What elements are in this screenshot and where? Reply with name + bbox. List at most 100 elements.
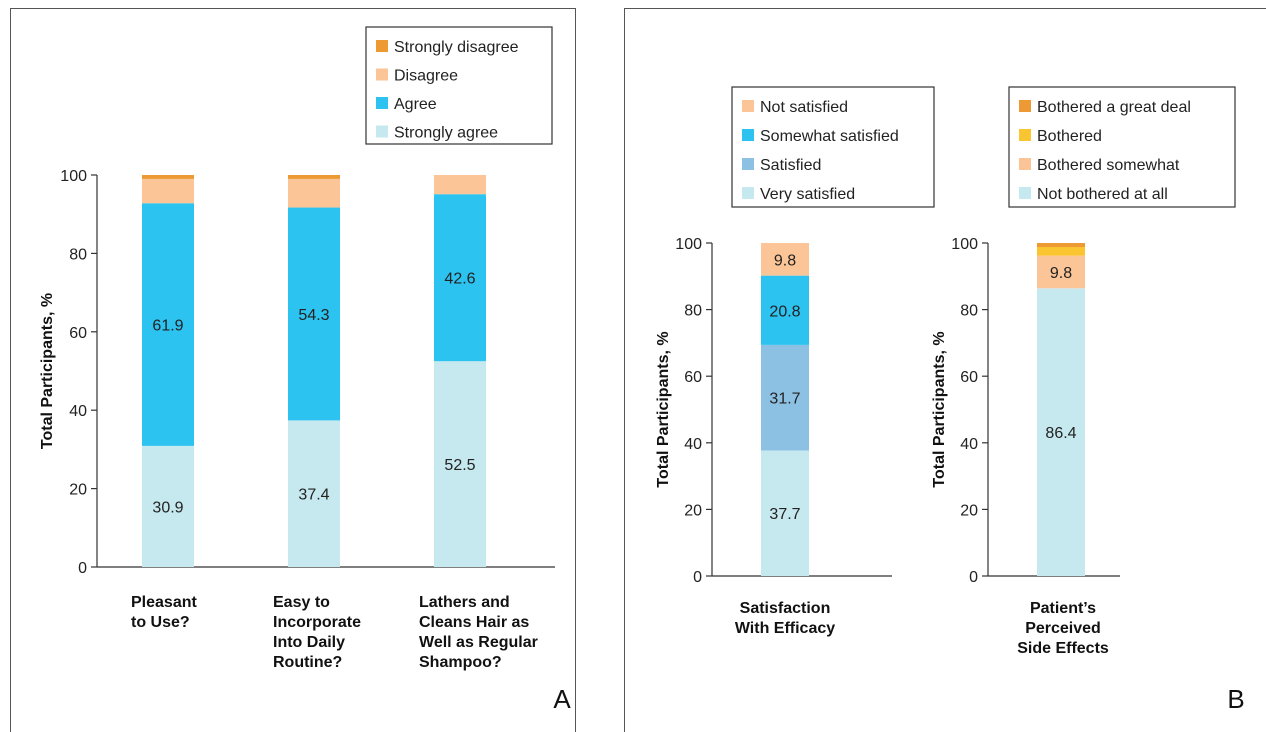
legend-label: Not bothered at all <box>1037 186 1168 203</box>
legend-swatch <box>742 158 754 170</box>
legend-label: Bothered somewhat <box>1037 157 1180 174</box>
bar-segment <box>434 361 486 567</box>
legend-swatch <box>1019 129 1031 141</box>
legend-label: Not satisfied <box>760 99 848 116</box>
legend-label: Bothered <box>1037 128 1102 145</box>
y-axis-label: Total Participants, % <box>931 331 948 487</box>
y-tick-label: 20 <box>960 502 978 519</box>
legend-swatch <box>376 97 388 109</box>
legend-label: Somewhat satisfied <box>760 128 899 145</box>
data-label: 37.7 <box>769 506 800 523</box>
legend-label: Bothered a great deal <box>1037 99 1191 116</box>
y-tick-label: 40 <box>684 436 702 453</box>
bar-segment <box>142 445 194 567</box>
y-tick-label: 0 <box>78 560 87 577</box>
category-label: Patient’s <box>1030 600 1096 617</box>
y-tick-label: 80 <box>684 303 702 320</box>
bar-segment <box>288 420 340 567</box>
legend-swatch <box>1019 187 1031 199</box>
y-tick-label: 0 <box>693 569 702 586</box>
legend-swatch <box>376 68 388 81</box>
bar-segment <box>142 203 194 446</box>
chart-3: 0 20 40 60 80 100 Total Participants, % 86.4 9.8… <box>931 86 1236 657</box>
legend-label: Satisfied <box>760 157 821 174</box>
y-tick-label: 20 <box>684 502 702 519</box>
panel-letter-a: A <box>553 684 571 714</box>
bar-segment <box>288 175 340 179</box>
panel-a <box>10 8 576 732</box>
chart-1: 0 20 40 60 80 100 Total Participants, % 30.9 61.… <box>39 26 555 671</box>
panel-b <box>624 8 1266 732</box>
data-label: 20.8 <box>769 303 800 320</box>
y-tick-label: 100 <box>951 236 978 253</box>
y-axis-label: Total Participants, % <box>655 331 672 487</box>
bar-segment <box>761 275 809 345</box>
y-tick-label: 20 <box>69 482 87 499</box>
y-tick-label: 60 <box>960 369 978 386</box>
bar-segment <box>288 178 340 208</box>
data-label: 52.5 <box>444 457 475 474</box>
legend-box <box>731 86 935 208</box>
y-tick-label: 100 <box>675 236 702 253</box>
bar-segment <box>761 450 809 576</box>
data-label: 9.8 <box>1050 265 1072 282</box>
legend-swatch <box>1019 100 1031 112</box>
legend-label: Very satisfied <box>760 186 855 203</box>
data-label: 31.7 <box>769 391 800 408</box>
bar-segment <box>1037 288 1085 576</box>
category-label: Easy to <box>273 594 330 611</box>
legend-label: Disagree <box>394 68 458 85</box>
legend-label: Agree <box>394 96 437 113</box>
legend-swatch <box>376 125 388 138</box>
y-tick-label: 40 <box>960 436 978 453</box>
data-label: 54.3 <box>298 307 329 324</box>
legend-swatch <box>742 100 754 112</box>
y-axis-label: Total Participants, % <box>39 293 56 449</box>
chart-2: 0 20 40 60 80 100 Total Participants, % 37.7 31.… <box>655 86 935 637</box>
bar-segment <box>1037 255 1085 289</box>
category-label: Well as Regular <box>419 634 538 651</box>
y-tick-label: 0 <box>969 569 978 586</box>
panel-letter-b: B <box>1227 684 1244 714</box>
category-label: Routine? <box>273 654 342 671</box>
data-label: 86.4 <box>1045 425 1076 442</box>
y-tick-label: 80 <box>69 246 87 263</box>
data-label: 37.4 <box>298 487 329 504</box>
legend-swatch <box>1019 158 1031 170</box>
bar-segment <box>1037 246 1085 256</box>
category-label: Cleans Hair as <box>419 614 529 631</box>
y-tick-label: 60 <box>69 325 87 342</box>
legend-swatch <box>742 187 754 199</box>
category-label: Pleasant <box>131 594 197 611</box>
legend-box <box>1008 86 1236 208</box>
bar-segment <box>142 175 194 179</box>
bar-segment <box>434 194 486 362</box>
y-tick-label: 40 <box>69 403 87 420</box>
legend-swatch <box>742 129 754 141</box>
data-label: 61.9 <box>152 318 183 335</box>
bar-segment <box>761 344 809 451</box>
legend-label: Strongly agree <box>394 125 498 142</box>
category-label: Into Daily <box>273 634 345 651</box>
bar-segment <box>761 243 809 276</box>
data-label: 30.9 <box>152 499 183 516</box>
category-label: Perceived <box>1025 620 1101 637</box>
bar-segment <box>142 178 194 204</box>
legend-label: Strongly disagree <box>394 39 519 56</box>
y-tick-label: 60 <box>684 369 702 386</box>
bar-segment <box>1037 243 1085 247</box>
category-label: Shampoo? <box>419 654 502 671</box>
category-label: Incorporate <box>273 614 361 631</box>
category-label: Satisfaction <box>740 600 831 617</box>
data-label: 9.8 <box>774 252 796 269</box>
category-label: Side Effects <box>1017 640 1109 657</box>
category-label: Lathers and <box>419 594 510 611</box>
data-label: 42.6 <box>444 271 475 288</box>
bar-segment <box>434 175 486 195</box>
category-label: With Efficacy <box>735 620 835 637</box>
y-tick-label: 100 <box>60 168 87 185</box>
legend-box <box>365 26 553 145</box>
category-label: to Use? <box>131 614 190 631</box>
y-tick-label: 80 <box>960 303 978 320</box>
